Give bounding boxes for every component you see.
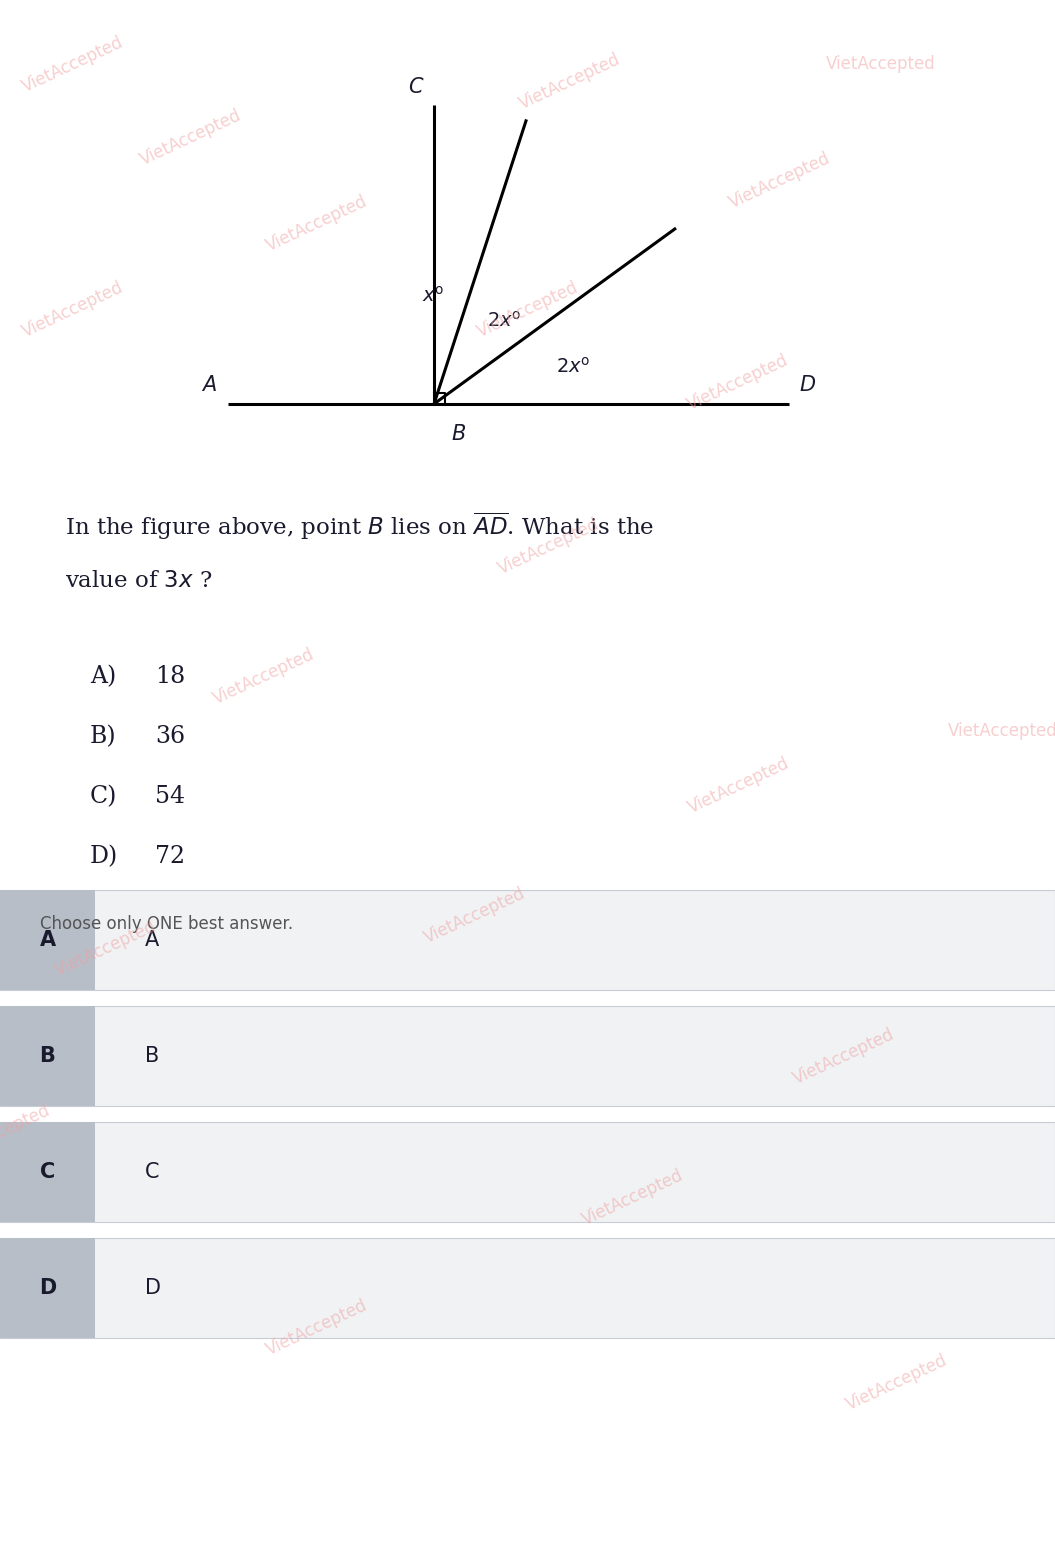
Text: VietAccepted: VietAccepted: [685, 351, 791, 414]
Text: VietAccepted: VietAccepted: [0, 1102, 54, 1163]
Text: 18: 18: [155, 664, 186, 688]
Text: C): C): [90, 785, 117, 808]
Text: B: B: [145, 1046, 159, 1066]
Text: $D$: $D$: [799, 374, 816, 394]
Text: VietAccepted: VietAccepted: [210, 646, 318, 708]
Text: VietAccepted: VietAccepted: [726, 150, 833, 212]
Text: $x^\mathrm{o}$: $x^\mathrm{o}$: [422, 286, 444, 306]
Bar: [0, 1006, 95, 1106]
Text: VietAccepted: VietAccepted: [685, 754, 792, 817]
Text: $C$: $C$: [408, 77, 425, 97]
Bar: [0, 890, 1055, 990]
Text: VietAccepted: VietAccepted: [843, 1350, 951, 1414]
Bar: [0, 1238, 95, 1338]
Text: B: B: [40, 1046, 56, 1066]
Text: VietAccepted: VietAccepted: [495, 516, 602, 578]
Bar: [0, 1122, 1055, 1222]
Text: VietAccepted: VietAccepted: [264, 192, 370, 255]
Text: VietAccepted: VietAccepted: [421, 884, 529, 947]
Text: In the figure above, point $B$ lies on $\overline{AD}$. What is the: In the figure above, point $B$ lies on $…: [65, 510, 654, 542]
Text: VietAccepted: VietAccepted: [263, 1296, 370, 1360]
Text: $A$: $A$: [202, 374, 217, 394]
Text: $2x^\mathrm{o}$: $2x^\mathrm{o}$: [486, 311, 521, 331]
Bar: [0, 1122, 95, 1222]
Text: A): A): [90, 664, 116, 688]
Text: VietAccepted: VietAccepted: [579, 1166, 687, 1230]
Text: VietAccepted: VietAccepted: [52, 916, 159, 980]
Text: VietAccepted: VietAccepted: [826, 56, 936, 74]
Text: VietAccepted: VietAccepted: [516, 51, 624, 113]
Text: C: C: [40, 1162, 55, 1182]
Text: A: A: [39, 930, 56, 950]
Text: B): B): [90, 725, 117, 748]
Text: $B$: $B$: [450, 425, 466, 445]
Text: 72: 72: [155, 845, 185, 868]
Text: D): D): [90, 845, 118, 868]
Bar: [0, 1006, 1055, 1106]
Text: A: A: [145, 930, 159, 950]
Text: VietAccepted: VietAccepted: [20, 278, 127, 341]
Text: C: C: [145, 1162, 159, 1182]
Text: 36: 36: [155, 725, 185, 748]
Text: Choose only ONE best answer.: Choose only ONE best answer.: [40, 915, 293, 933]
Text: D: D: [145, 1278, 161, 1298]
Bar: [0, 890, 95, 990]
Bar: [0, 1238, 1055, 1338]
Text: 54: 54: [155, 785, 185, 808]
Text: VietAccepted: VietAccepted: [137, 107, 245, 168]
Text: VietAccepted: VietAccepted: [947, 722, 1055, 740]
Text: VietAccepted: VietAccepted: [474, 278, 581, 341]
Text: value of $3x$ ?: value of $3x$ ?: [65, 570, 212, 592]
Text: D: D: [39, 1278, 56, 1298]
Text: VietAccepted: VietAccepted: [20, 32, 127, 96]
Text: $2x^\mathrm{o}$: $2x^\mathrm{o}$: [556, 357, 590, 377]
Text: VietAccepted: VietAccepted: [790, 1026, 898, 1088]
